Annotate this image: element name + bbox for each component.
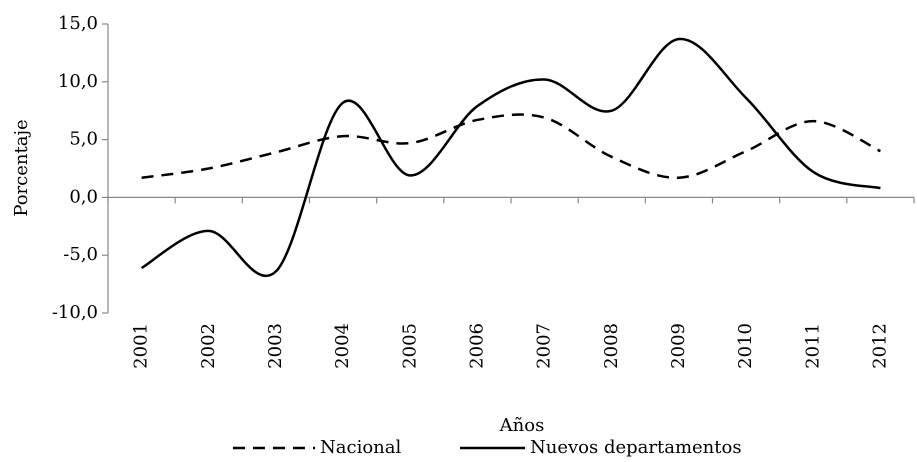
x-tick-label: 2001	[131, 323, 152, 369]
legend-label: Nacional	[320, 437, 401, 458]
y-tick-label: 0,0	[69, 186, 98, 207]
x-tick-label: 2004	[332, 323, 353, 369]
x-tick-label: 2012	[869, 323, 890, 369]
x-tick-label: 2005	[399, 323, 420, 369]
y-tick-label: 5,0	[69, 129, 98, 150]
series-line	[141, 113, 881, 180]
x-tick-label: 2002	[198, 323, 219, 369]
series-line	[140, 37, 881, 277]
legend-label: Nuevos departamentos	[530, 437, 742, 458]
y-tick-label: -5,0	[63, 244, 98, 265]
y-tick-label: -10,0	[52, 302, 98, 323]
y-tick-label: 10,0	[58, 71, 98, 92]
x-axis-title: Años	[499, 415, 545, 436]
x-tick-label: 2011	[802, 323, 823, 369]
x-tick-label: 2003	[265, 323, 286, 369]
x-tick-label: 2007	[534, 323, 555, 369]
y-tick-label: 15,0	[58, 13, 98, 34]
x-tick-label: 2008	[601, 323, 622, 369]
x-tick-label: 2010	[735, 323, 756, 369]
x-tick-label: 2006	[466, 323, 487, 369]
x-tick-label: 2009	[668, 323, 689, 369]
y-axis-title: Porcentaje	[11, 119, 32, 216]
